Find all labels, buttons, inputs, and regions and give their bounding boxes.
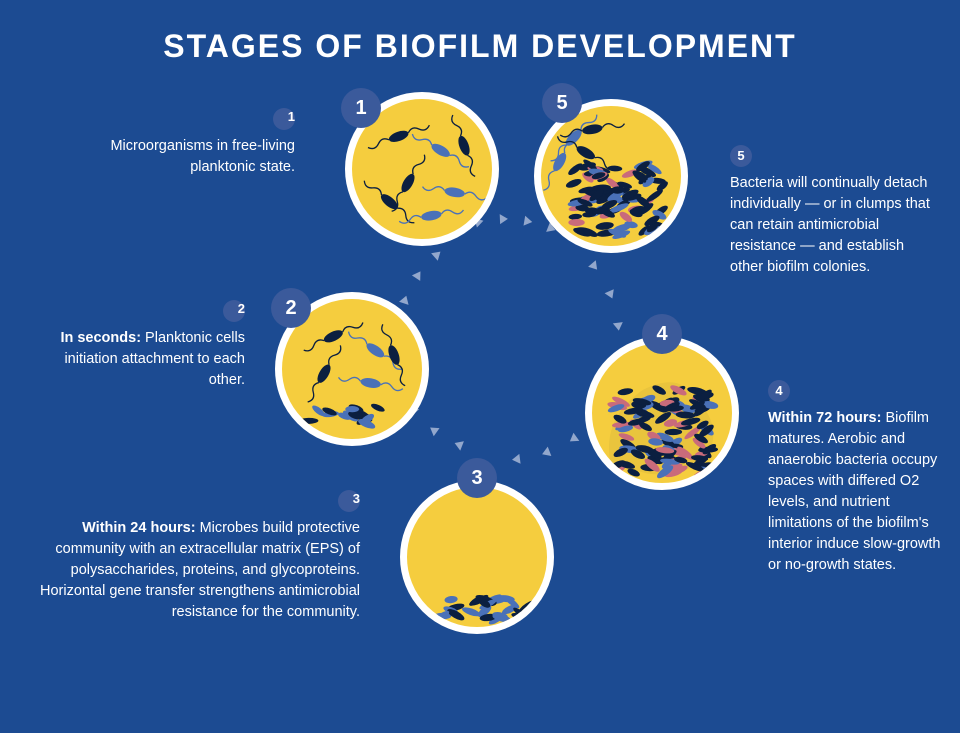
stage-desc-text-5: Bacteria will continually detach individ…	[730, 173, 930, 278]
stage-desc-badge-2: 2	[223, 300, 245, 322]
stage-badge-1: 1	[341, 88, 381, 128]
stage-badge-4: 4	[642, 314, 682, 354]
stage-badge-3: 3	[457, 458, 497, 498]
stage-desc-badge-4: 4	[768, 380, 790, 402]
stage-desc-1: 1 Microorganisms in free-living plankton…	[80, 108, 295, 178]
stage-circle-5: 5	[534, 99, 688, 253]
stage-desc-text-4: Within 72 hours: Biofilm matures. Aerobi…	[768, 408, 953, 576]
stage-desc-2: 2 In seconds: Planktonic cells initiatio…	[60, 300, 245, 391]
stage-badge-2: 2	[271, 288, 311, 328]
stage-desc-3: 3 Within 24 hours: Microbes build protec…	[20, 490, 360, 623]
stage-desc-badge-5: 5	[730, 145, 752, 167]
stage-circle-1: 1	[345, 92, 499, 246]
stage-desc-text-3: Within 24 hours: Microbes build protecti…	[20, 518, 360, 623]
stage-desc-5: 5 Bacteria will continually detach indiv…	[730, 145, 930, 278]
stage-circle-4: 4	[585, 336, 739, 490]
stage-badge-5: 5	[542, 83, 582, 123]
stage-desc-text-1: Microorganisms in free-living planktonic…	[80, 136, 295, 178]
stage-desc-text-2: In seconds: Planktonic cells initiation …	[60, 328, 245, 391]
page-title: STAGES OF BIOFILM DEVELOPMENT	[0, 28, 960, 65]
stage-desc-badge-1: 1	[273, 108, 295, 130]
stage-desc-badge-3: 3	[338, 490, 360, 512]
stage-circle-2: 2	[275, 292, 429, 446]
stage-circle-3: 3	[400, 480, 554, 634]
stage-desc-4: 4 Within 72 hours: Biofilm matures. Aero…	[768, 380, 953, 576]
